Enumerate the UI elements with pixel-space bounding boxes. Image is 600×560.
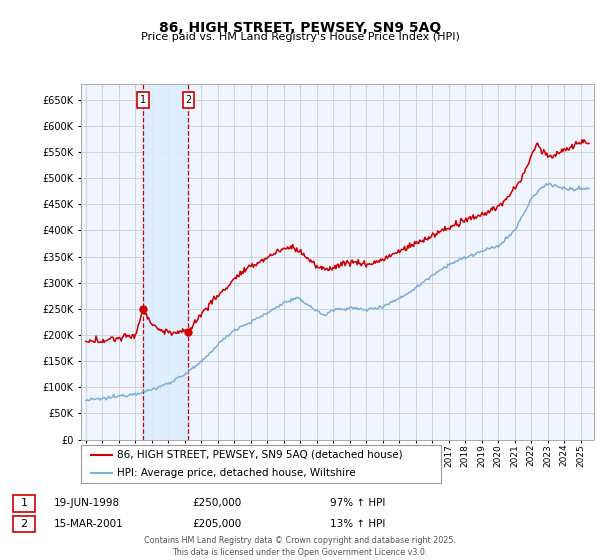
Text: £250,000: £250,000 — [192, 498, 241, 508]
Text: 1: 1 — [140, 95, 146, 105]
Text: 86, HIGH STREET, PEWSEY, SN9 5AQ (detached house): 86, HIGH STREET, PEWSEY, SN9 5AQ (detach… — [117, 450, 403, 460]
Text: 2: 2 — [20, 519, 28, 529]
Bar — [143, 84, 188, 440]
Text: 15-MAR-2001: 15-MAR-2001 — [54, 519, 124, 529]
Text: 2: 2 — [185, 95, 191, 105]
Text: £205,000: £205,000 — [192, 519, 241, 529]
Text: 97% ↑ HPI: 97% ↑ HPI — [330, 498, 385, 508]
Text: 1: 1 — [20, 498, 28, 508]
Text: 86, HIGH STREET, PEWSEY, SN9 5AQ: 86, HIGH STREET, PEWSEY, SN9 5AQ — [159, 21, 441, 35]
Text: Price paid vs. HM Land Registry's House Price Index (HPI): Price paid vs. HM Land Registry's House … — [140, 32, 460, 43]
Text: 13% ↑ HPI: 13% ↑ HPI — [330, 519, 385, 529]
Text: 19-JUN-1998: 19-JUN-1998 — [54, 498, 120, 508]
Text: Contains HM Land Registry data © Crown copyright and database right 2025.
This d: Contains HM Land Registry data © Crown c… — [144, 536, 456, 557]
Text: HPI: Average price, detached house, Wiltshire: HPI: Average price, detached house, Wilt… — [117, 468, 356, 478]
